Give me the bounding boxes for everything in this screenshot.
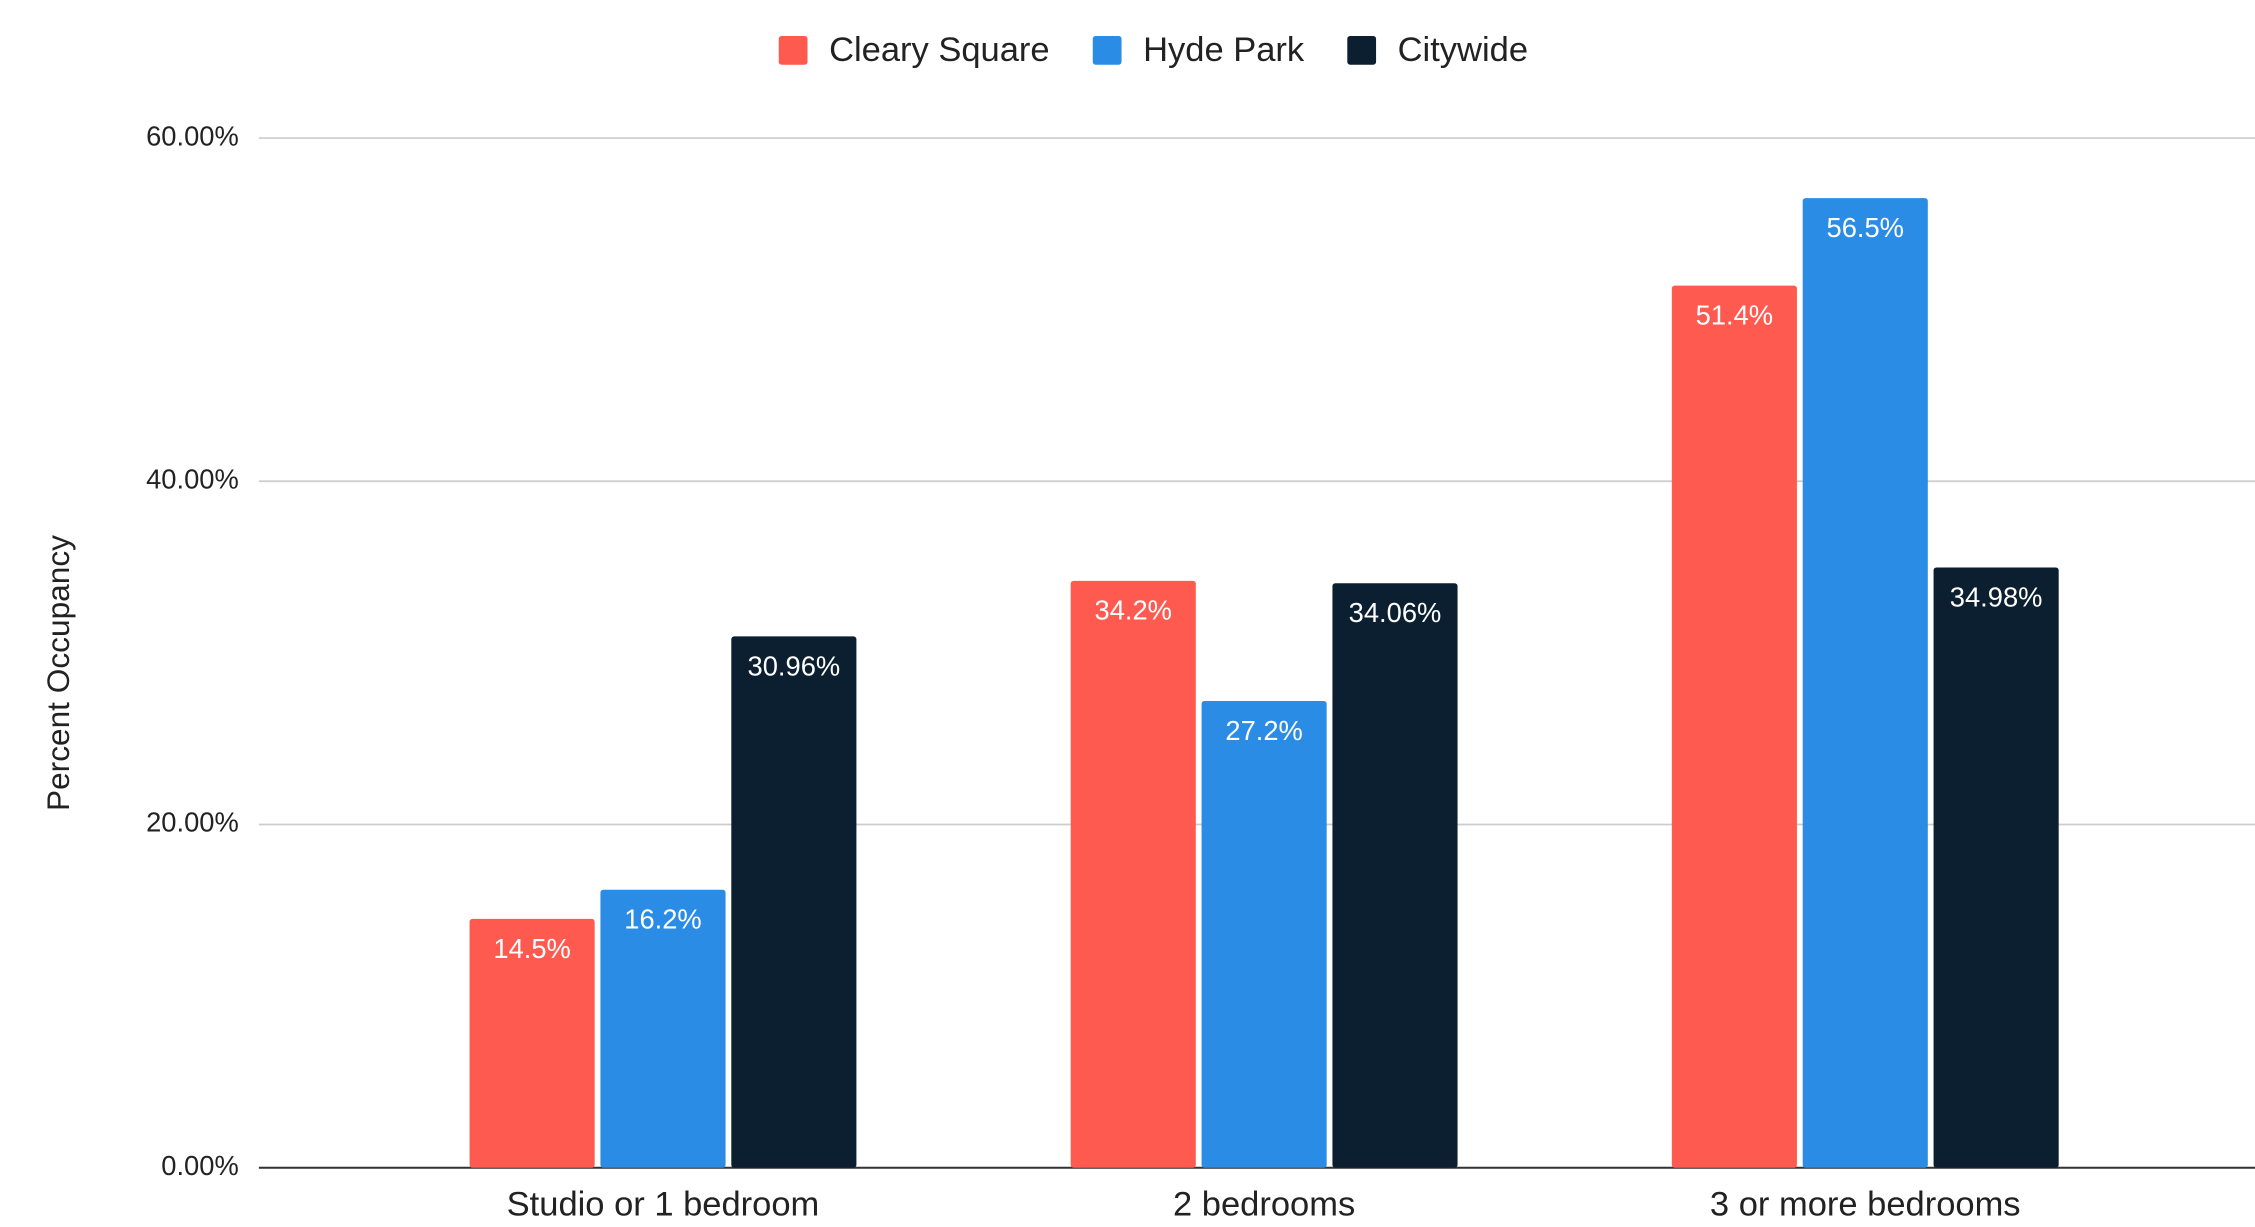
value-label: 14.5% [493,933,570,964]
bar [469,918,595,1168]
legend-label: Hyde Park [1143,31,1305,69]
x-tick-label: 3 or more bedrooms [1710,1186,2021,1224]
value-label: 51.4% [1696,300,1773,331]
legend-item: Cleary Square [778,31,1050,69]
bar [731,636,857,1168]
bar [1671,285,1797,1168]
y-tick-label: 20.00% [146,807,239,838]
legend-swatch [778,35,808,65]
legend-item: Citywide [1347,31,1528,69]
legend-label: Citywide [1398,31,1528,69]
legend-swatch [1347,35,1377,65]
value-label: 56.5% [1827,212,1904,243]
bar [1933,567,2059,1168]
x-tick-label: 2 bedrooms [1173,1186,1355,1224]
bar [1070,580,1196,1168]
value-label: 34.06% [1349,597,1442,628]
y-tick-label: 60.00% [146,120,239,151]
bar [600,889,726,1168]
value-label: 34.2% [1095,595,1172,626]
bar [1201,700,1327,1168]
y-axis-label: Percent Occupancy [40,535,76,811]
y-tick-label: 40.00% [146,464,239,495]
x-tick-label: Studio or 1 bedroom [507,1186,820,1224]
value-label: 34.98% [1950,581,2043,612]
legend-label: Cleary Square [829,31,1050,69]
y-tick-label: 0.00% [161,1150,238,1181]
bar [1802,198,1928,1168]
legend-item: Hyde Park [1092,31,1305,69]
legend-swatch [1092,35,1122,65]
bar [1332,583,1458,1168]
value-label: 27.2% [1225,715,1302,746]
value-label: 16.2% [624,904,701,935]
value-label: 30.96% [748,650,841,681]
